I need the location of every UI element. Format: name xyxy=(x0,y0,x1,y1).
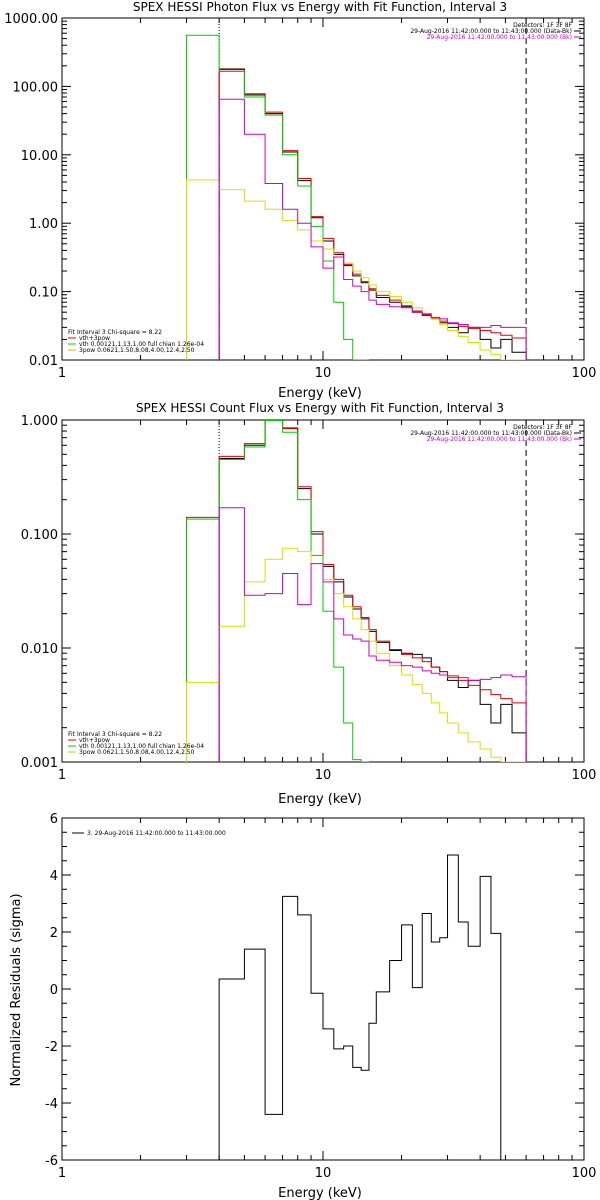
photon-flux-panel: SPEX HESSI Photon Flux vs Energy with Fi… xyxy=(4,0,596,401)
legend-text: Fit Interval 3 Chi-square = 8.22 xyxy=(68,731,162,738)
x-tick-label: 1 xyxy=(58,1166,66,1181)
y-tick-label: 2 xyxy=(50,926,58,941)
x-tick-label: 100 xyxy=(572,1166,597,1181)
info-text: 29-Aug-2016 11:42:00.000 to 11:43:00.000… xyxy=(427,436,572,443)
info-text: Detectors: 1F 3F 8F xyxy=(513,22,572,29)
legend-text: Fit Interval 3 Chi-square = 8.22 xyxy=(68,329,162,336)
y-tick-label: 4 xyxy=(50,869,58,884)
x-axis-label: Energy (keV) xyxy=(278,1186,362,1200)
x-axis-label: Energy (keV) xyxy=(278,792,362,807)
y-tick-label: 1000.00 xyxy=(4,12,58,27)
y-tick-label: 0.100 xyxy=(21,528,58,543)
series-group xyxy=(218,854,502,1160)
y-tick-label: 0.001 xyxy=(21,756,58,771)
plot-frame xyxy=(61,17,585,361)
series-line xyxy=(218,507,527,762)
series-line xyxy=(218,420,527,762)
y-tick-label: 0.010 xyxy=(21,642,58,657)
info-text: Detectors: 1F 3F 8F xyxy=(513,424,572,431)
series-line xyxy=(186,547,527,762)
y-axis-label: Normalized Residuals (sigma) xyxy=(9,893,24,1086)
legend-text: vth+3pow xyxy=(79,737,110,744)
y-tick-label: 0.10 xyxy=(29,286,58,301)
legend-text: 3pow 0.0621,1.50,8.08,4.00,12.4,2.50 xyxy=(79,347,195,354)
y-tick-label: 0.01 xyxy=(29,354,58,369)
series-line xyxy=(218,98,527,360)
y-tick-label: 6 xyxy=(50,812,58,827)
plot-frame xyxy=(61,817,585,1161)
y-tick-label: 1.000 xyxy=(21,414,58,429)
y-tick-label: -2 xyxy=(45,1040,58,1055)
series-line xyxy=(186,420,527,762)
legend-text: 3pow 0.0621,1.50,8.08,4.00,12.4,2.50 xyxy=(79,749,195,756)
info-text: 29-Aug-2016 11:42:00.000 to 11:43:00.000… xyxy=(427,34,572,41)
info-text: 29-Aug-2016 11:42:00.000 to 11:43:00.000… xyxy=(410,28,572,35)
series-line xyxy=(186,420,369,762)
count-flux-panel: SPEX HESSI Count Flux vs Energy with Fit… xyxy=(21,401,597,807)
legend-text: vth+3pow xyxy=(79,335,110,342)
y-tick-label: 100.00 xyxy=(13,80,59,95)
x-tick-label: 100 xyxy=(572,768,597,783)
x-tick-label: 100 xyxy=(572,366,597,381)
panel-title: SPEX HESSI Photon Flux vs Energy with Fi… xyxy=(133,0,507,14)
series-line xyxy=(186,34,369,360)
legend-text: 3. 29-Aug-2016 11:42:00.000 to 11:43:00.… xyxy=(87,830,226,837)
info-text: 29-Aug-2016 11:42:00.000 to 11:43:00.000… xyxy=(410,430,572,437)
x-tick-label: 10 xyxy=(315,1166,332,1181)
legend-text: vth 0.00121,1.13,1.00 full chian 1.26e-0… xyxy=(79,743,204,750)
panel-title: SPEX HESSI Count Flux vs Energy with Fit… xyxy=(136,401,504,415)
series-line xyxy=(186,179,527,360)
series-line xyxy=(218,854,502,1160)
x-axis-label: Energy (keV) xyxy=(278,386,362,401)
y-tick-label: -6 xyxy=(45,1154,58,1169)
y-tick-label: 1.00 xyxy=(29,217,58,232)
x-tick-label: 10 xyxy=(315,366,332,381)
y-tick-label: -4 xyxy=(45,1097,58,1112)
legend-text: vth 0.00121,1.13,1.00 full chian 1.26e-0… xyxy=(79,341,204,348)
y-tick-label: 0 xyxy=(50,983,58,998)
residuals-panel: Energy (keV) Normalized Residuals (sigma… xyxy=(9,812,596,1200)
series-group xyxy=(186,34,527,360)
y-tick-label: 10.00 xyxy=(21,149,58,164)
x-tick-label: 10 xyxy=(315,768,332,783)
series-group xyxy=(186,420,527,762)
x-tick-label: 1 xyxy=(58,366,66,381)
x-tick-label: 1 xyxy=(58,768,66,783)
